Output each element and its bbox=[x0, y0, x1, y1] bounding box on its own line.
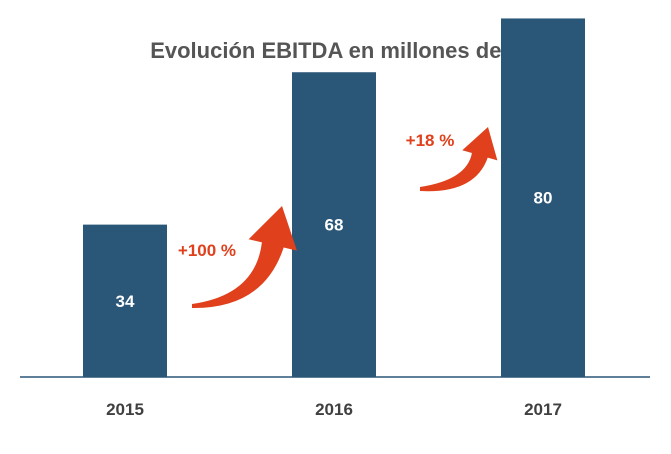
bar-2015 bbox=[83, 224, 167, 377]
bars: 34 68 80 bbox=[83, 18, 585, 378]
bar-2016 bbox=[292, 72, 376, 377]
bar-value-label: 80 bbox=[534, 189, 553, 208]
growth-arrow bbox=[192, 206, 297, 309]
bar-2017 bbox=[501, 18, 585, 378]
chart-title: Evolución EBITDA en millones de € bbox=[150, 38, 520, 63]
bar-value-label: 34 bbox=[116, 292, 135, 311]
growth-annotation: +18 % bbox=[406, 131, 455, 150]
growth-arrow bbox=[420, 127, 498, 192]
x-tick-label: 2017 bbox=[524, 400, 562, 419]
x-axis-ticks: 2015 2016 2017 bbox=[106, 400, 562, 419]
growth-annotation: +100 % bbox=[178, 241, 236, 260]
growth-arrows: +100 % +18 % bbox=[178, 127, 498, 309]
bar-value-label: 68 bbox=[325, 216, 344, 235]
x-tick-label: 2016 bbox=[315, 400, 353, 419]
x-tick-label: 2015 bbox=[106, 400, 144, 419]
